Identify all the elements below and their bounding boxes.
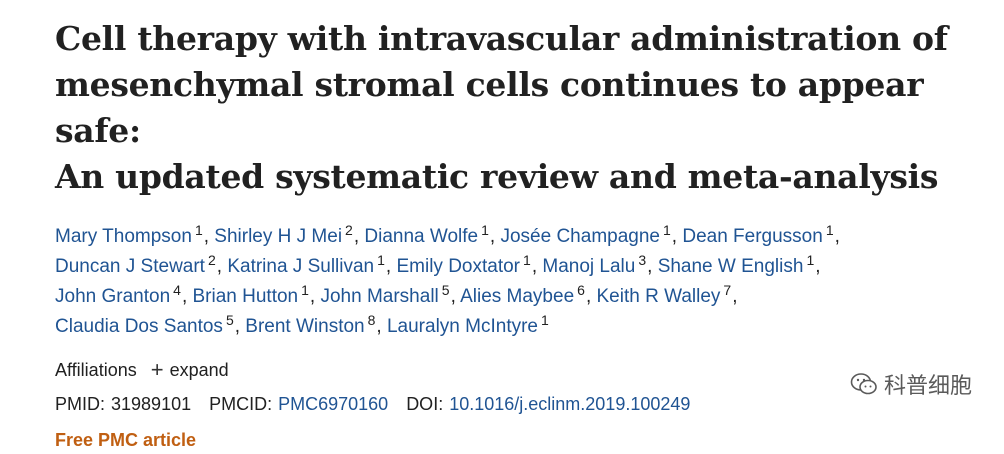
affiliation-number[interactable]: 1	[194, 222, 203, 238]
author-item: Mary Thompson 1,	[55, 222, 210, 247]
affiliation-number[interactable]: 4	[173, 282, 181, 298]
affiliation-number[interactable]: 5	[225, 312, 234, 328]
affiliation-number[interactable]: 1	[806, 252, 815, 268]
title-line: An updated systematic review and meta-an…	[55, 157, 939, 196]
author-item: John Granton 4,	[55, 282, 188, 307]
author-name-link[interactable]: Dean Fergusson	[682, 226, 823, 247]
affiliation-number[interactable]: 1	[825, 222, 834, 238]
pmid-label: PMID:	[55, 394, 106, 414]
affiliation-number[interactable]: 1	[662, 222, 671, 238]
watermark: 科普细胞	[850, 368, 972, 400]
watermark-text: 科普细胞	[883, 374, 972, 399]
affiliation-number[interactable]: 5	[441, 282, 450, 298]
affiliation-number[interactable]: 1	[377, 252, 385, 268]
pmid-value: 31989101	[111, 394, 192, 414]
author-name-link[interactable]: Brent Winston	[245, 316, 365, 337]
author-name-link[interactable]: Duncan J Stewart	[55, 256, 205, 277]
author-item: Lauralyn McIntyre 1	[386, 313, 550, 337]
affiliations-label: Affiliations	[55, 360, 137, 380]
free-pmc-article-label: Free PMC article	[55, 430, 197, 450]
article-title: Cell therapy with intravascular administ…	[55, 16, 985, 200]
affiliation-number[interactable]: 7	[723, 282, 732, 298]
author-name-link[interactable]: Manoj Lalu	[542, 256, 636, 277]
affiliation-number[interactable]: 6	[577, 282, 585, 298]
author-name-link[interactable]: Shirley H J Mei	[214, 226, 343, 247]
affiliation-number[interactable]: 1	[481, 222, 489, 238]
wechat-icon	[850, 373, 877, 395]
pmcid-link[interactable]: PMC6970160	[278, 394, 389, 414]
author-item: John Marshall 5,	[320, 282, 456, 307]
author-name-link[interactable]: Claudia Dos Santos	[55, 316, 223, 337]
author-name-link[interactable]: Dianna Wolfe	[364, 226, 479, 247]
author-item: Claudia Dos Santos 5,	[55, 312, 241, 337]
author-name-link[interactable]: John Marshall	[320, 286, 439, 307]
title-line: Cell therapy with intravascular administ…	[55, 19, 948, 58]
affiliation-number[interactable]: 1	[523, 252, 531, 268]
pmcid-label: PMCID:	[209, 394, 273, 414]
author-item: Emily Doxtator 1,	[396, 252, 538, 277]
affiliation-number[interactable]: 1	[541, 312, 549, 328]
author-item: Duncan J Stewart 2,	[55, 252, 223, 277]
author-item: Dianna Wolfe 1,	[364, 222, 496, 247]
author-item: Dean Fergusson 1,	[682, 222, 840, 247]
author-name-link[interactable]: Shane W English	[657, 256, 804, 277]
author-item: Brent Winston 8,	[245, 312, 382, 337]
doi-label: DOI:	[406, 394, 444, 414]
author-item: Alies Maybee 6,	[460, 282, 592, 307]
affiliation-number[interactable]: 2	[207, 252, 216, 268]
author-list: Mary Thompson 1, Shirley H J Mei 2, Dianna…	[55, 222, 925, 342]
author-name-link[interactable]: Josée Champagne	[500, 226, 660, 247]
affiliation-number[interactable]: 1	[301, 282, 309, 298]
author-name-link[interactable]: Brian Hutton	[192, 286, 299, 307]
affiliation-number[interactable]: 3	[638, 252, 647, 268]
author-item: Josée Champagne 1,	[500, 222, 678, 247]
author-item: Keith R Walley 7,	[596, 282, 738, 307]
affiliations-row: Affiliations + expand	[55, 356, 985, 384]
identifiers-row: PMID: 31989101 PMCID: PMC6970160 DOI: 10.1016…	[55, 390, 985, 418]
author-name-link[interactable]: Katrina J Sullivan	[227, 256, 375, 277]
plus-icon[interactable]: +	[150, 357, 164, 382]
expand-link[interactable]: expand	[169, 360, 229, 380]
author-item: Shane W English 1,	[657, 252, 821, 277]
author-item: Manoj Lalu 3,	[542, 252, 653, 277]
author-name-link[interactable]: Alies Maybee	[460, 286, 575, 307]
author-item: Brian Hutton 1,	[192, 282, 316, 307]
author-name-link[interactable]: Keith R Walley	[596, 286, 721, 307]
title-line: mesenchymal stromal cells continues to a…	[55, 65, 924, 150]
doi-link[interactable]: 10.1016/j.eclinm.2019.100249	[449, 394, 691, 414]
author-name-link[interactable]: Lauralyn McIntyre	[386, 316, 538, 337]
author-name-link[interactable]: John Granton	[55, 286, 171, 307]
article-header: Cell therapy with intravascular administ…	[55, 16, 985, 454]
affiliation-number[interactable]: 8	[367, 312, 376, 328]
author-item: Shirley H J Mei 2,	[214, 222, 360, 247]
author-name-link[interactable]: Emily Doxtator	[396, 256, 521, 277]
author-name-link[interactable]: Mary Thompson	[55, 226, 192, 247]
affiliation-number[interactable]: 2	[345, 222, 353, 238]
author-item: Katrina J Sullivan 1,	[227, 252, 392, 277]
